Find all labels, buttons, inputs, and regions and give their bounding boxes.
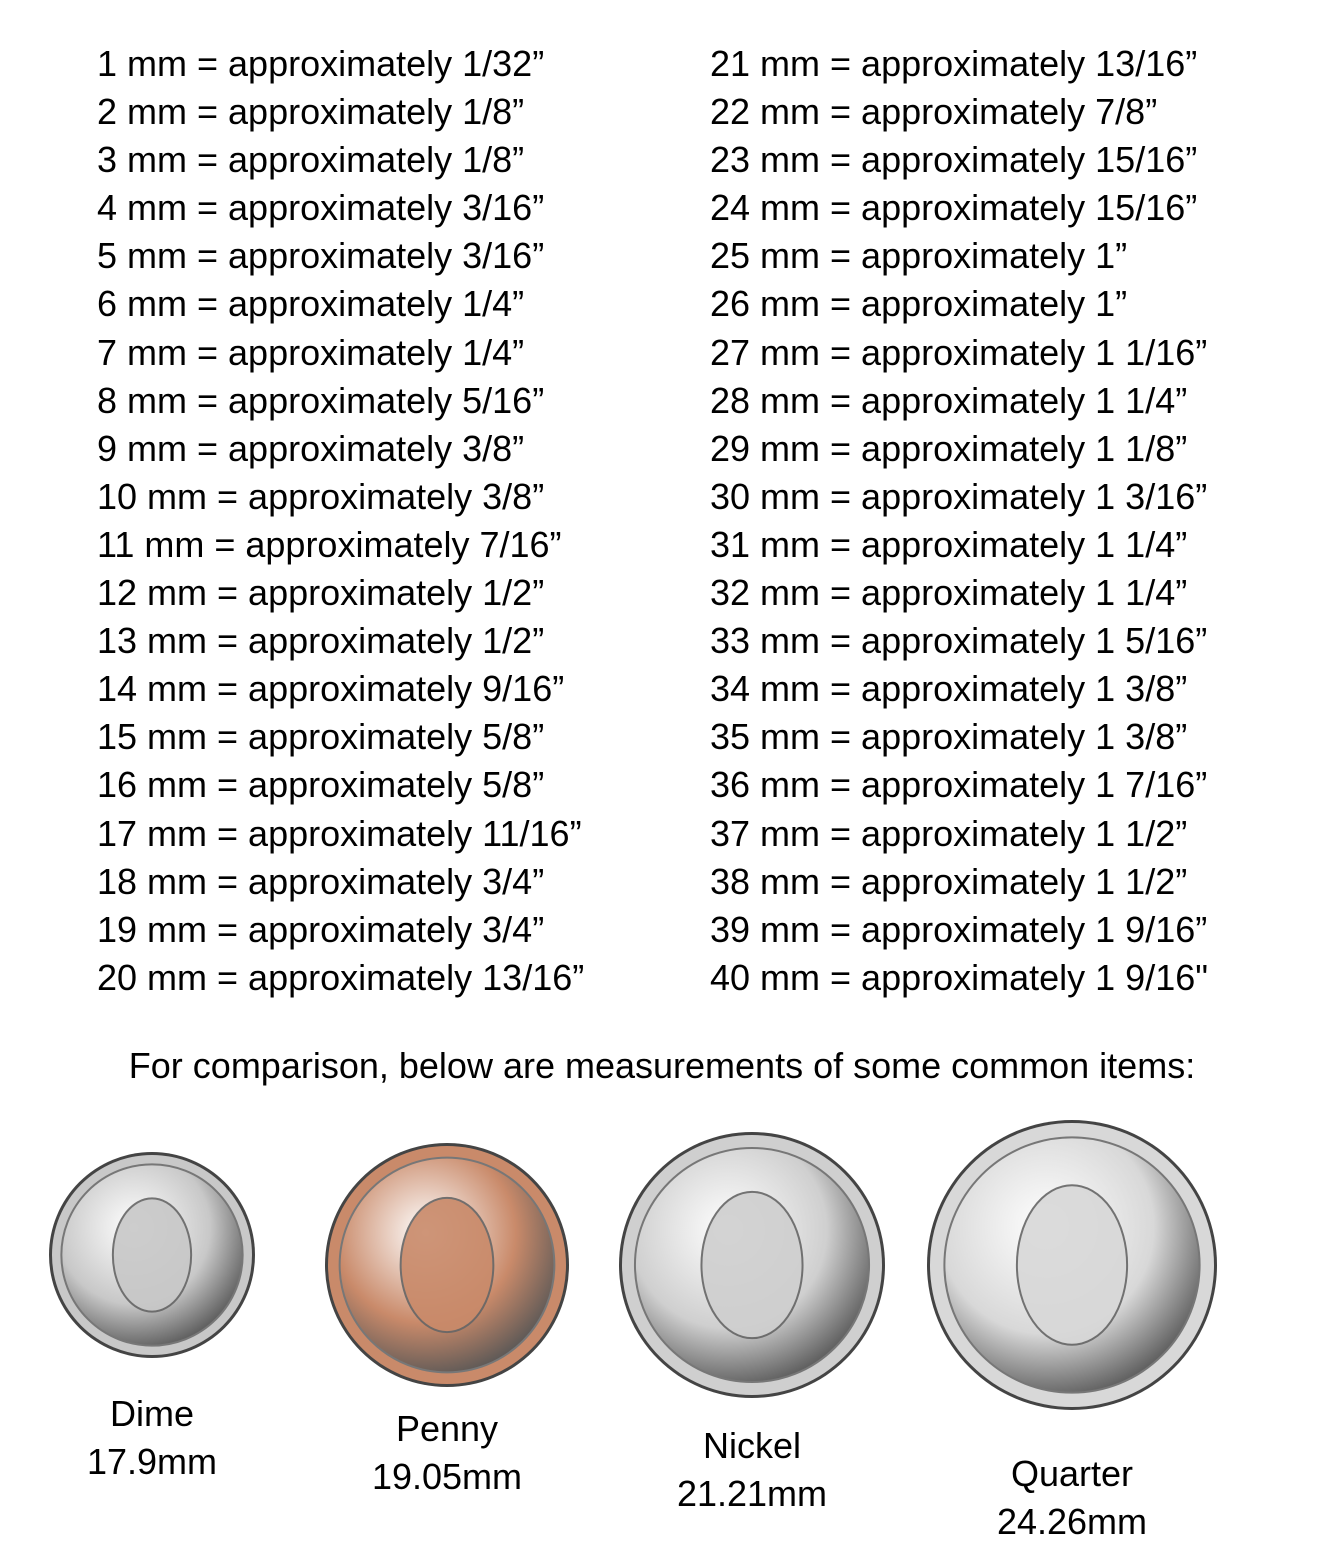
coin-image-penny xyxy=(325,1143,569,1387)
conversion-row: 22 mm = approximately 7/8” xyxy=(710,91,1158,133)
coin-diameter: 19.05mm xyxy=(371,1456,523,1497)
conversion-row: 37 mm = approximately 1 1/2” xyxy=(710,812,1188,854)
conversion-row: 34 mm = approximately 1 3/8” xyxy=(710,668,1188,710)
coin-image-quarter xyxy=(927,1120,1217,1410)
coin-label-nickel: Nickel 21.21mm xyxy=(632,1422,872,1518)
conversion-list-left: 1 mm = approximately 1/32” 2 mm = approxi… xyxy=(97,40,584,1002)
conversion-row: 11 mm = approximately 7/16” xyxy=(97,523,562,565)
conversion-row: 31 mm = approximately 1 1/4” xyxy=(710,523,1188,565)
conversion-row: 27 mm = approximately 1 1/16” xyxy=(710,331,1208,373)
conversion-row: 25 mm = approximately 1” xyxy=(710,235,1128,277)
coin-name: Dime xyxy=(109,1393,194,1434)
conversion-row: 18 mm = approximately 3/4” xyxy=(97,860,545,902)
conversion-row: 6 mm = approximately 1/4” xyxy=(97,283,525,325)
conversion-row: 4 mm = approximately 3/16” xyxy=(97,187,545,229)
conversion-row: 39 mm = approximately 1 9/16” xyxy=(710,908,1208,950)
coin-diameter: 17.9mm xyxy=(86,1441,218,1482)
conversion-row: 9 mm = approximately 3/8” xyxy=(97,427,525,469)
conversion-row: 13 mm = approximately 1/2” xyxy=(97,620,545,662)
coin-name: Penny xyxy=(395,1408,499,1449)
coin-label-dime: Dime 17.9mm xyxy=(32,1390,272,1486)
conversion-row: 2 mm = approximately 1/8” xyxy=(97,91,525,133)
coin-name: Nickel xyxy=(702,1425,801,1466)
conversion-row: 23 mm = approximately 15/16” xyxy=(710,139,1198,181)
conversion-row: 14 mm = approximately 9/16” xyxy=(97,668,565,710)
conversion-row: 28 mm = approximately 1 1/4” xyxy=(710,379,1188,421)
conversion-row: 20 mm = approximately 13/16” xyxy=(97,956,585,998)
coin-diameter: 21.21mm xyxy=(676,1473,828,1514)
conversion-row: 36 mm = approximately 1 7/16” xyxy=(710,764,1208,806)
conversion-row: 30 mm = approximately 1 3/16” xyxy=(710,475,1208,517)
conversion-row: 38 mm = approximately 1 1/2” xyxy=(710,860,1188,902)
conversion-row: 10 mm = approximately 3/8” xyxy=(97,475,545,517)
conversion-row: 1 mm = approximately 1/32” xyxy=(97,43,545,84)
coin-diameter: 24.26mm xyxy=(996,1501,1148,1542)
conversion-row: 29 mm = approximately 1 1/8” xyxy=(710,427,1188,469)
coin-label-quarter: Quarter 24.26mm xyxy=(952,1450,1192,1546)
comparison-intro: For comparison, below are measurements o… xyxy=(128,1045,1196,1086)
conversion-row: 8 mm = approximately 5/16” xyxy=(97,379,545,421)
coin-image-nickel xyxy=(619,1132,885,1398)
conversion-row: 21 mm = approximately 13/16” xyxy=(710,43,1198,84)
conversion-row: 32 mm = approximately 1 1/4” xyxy=(710,572,1188,614)
coin-image-dime xyxy=(49,1152,255,1358)
coin-label-penny: Penny 19.05mm xyxy=(327,1405,567,1501)
conversion-list-right: 21 mm = approximately 13/16” 22 mm = appr… xyxy=(710,40,1208,1002)
conversion-row: 17 mm = approximately 11/16” xyxy=(97,812,582,854)
coin-name: Quarter xyxy=(1010,1453,1134,1494)
conversion-row: 7 mm = approximately 1/4” xyxy=(97,331,525,373)
conversion-row: 35 mm = approximately 1 3/8” xyxy=(710,716,1188,758)
conversion-row: 15 mm = approximately 5/8” xyxy=(97,716,545,758)
conversion-row: 26 mm = approximately 1” xyxy=(710,283,1128,325)
conversion-row: 5 mm = approximately 3/16” xyxy=(97,235,545,277)
conversion-row: 19 mm = approximately 3/4” xyxy=(97,908,545,950)
conversion-row: 40 mm = approximately 1 9/16" xyxy=(710,956,1209,998)
conversion-row: 12 mm = approximately 1/2” xyxy=(97,572,545,614)
conversion-row: 33 mm = approximately 1 5/16” xyxy=(710,620,1208,662)
conversion-row: 24 mm = approximately 15/16” xyxy=(710,187,1198,229)
conversion-row: 16 mm = approximately 5/8” xyxy=(97,764,545,806)
conversion-row: 3 mm = approximately 1/8” xyxy=(97,139,525,181)
